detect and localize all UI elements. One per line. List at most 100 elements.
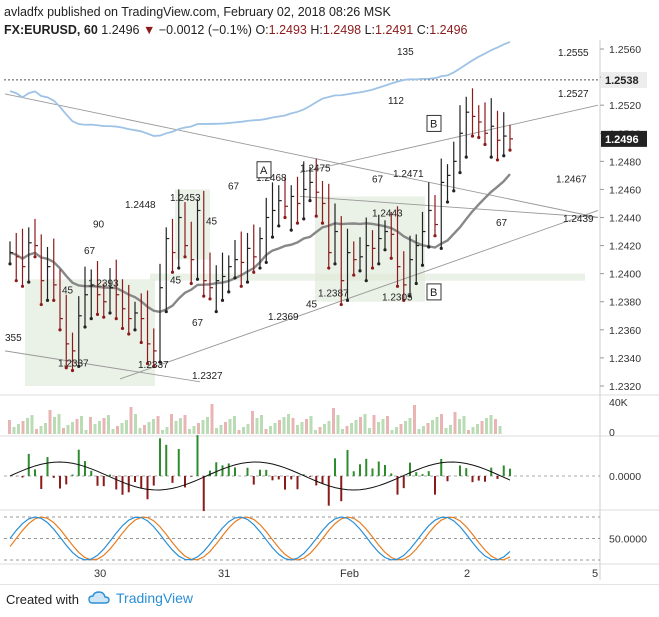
volume-bar: [102, 418, 106, 434]
price-annotation-label: 1.2439: [563, 214, 594, 225]
candle-dot: [14, 279, 18, 283]
publish-line: avladfx published on TradingView.com, Fe…: [4, 3, 654, 21]
volume-bar: [480, 421, 484, 434]
volume-bar: [48, 410, 52, 434]
candle-dot: [70, 368, 75, 373]
candle-dot: [177, 266, 181, 270]
high-label: H:: [310, 23, 323, 37]
volume-bar: [449, 425, 452, 434]
volume-bar: [251, 411, 254, 434]
volume-bar: [363, 414, 367, 434]
volume-bar: [476, 424, 479, 434]
candle-dot: [33, 255, 37, 259]
candle-dot: [89, 316, 93, 321]
volume-bar: [354, 420, 358, 434]
volume-bar: [152, 419, 155, 434]
candle-dot: [8, 262, 12, 266]
volume-bar: [134, 414, 137, 434]
candle-dot: [377, 262, 381, 266]
volume-bar: [377, 422, 380, 434]
volume-bar: [98, 421, 101, 434]
candle-dot: [452, 189, 456, 193]
volume-bar: [359, 417, 362, 434]
price-annotation-label: 355: [5, 333, 22, 344]
chart-svg[interactable]: 1.25601.25401.25201.25001.24801.24601.24…: [0, 40, 659, 580]
symbol-label: FX:EURUSD, 60: [4, 23, 98, 37]
count-label: 112: [388, 96, 404, 107]
volume-bar: [62, 428, 65, 434]
candle-dot: [52, 298, 56, 302]
candle-dot: [233, 276, 237, 280]
price-annotation-label: 1.2555: [558, 48, 589, 59]
volume-bar: [233, 416, 236, 434]
volume-bar: [129, 407, 133, 434]
volume-bar: [444, 428, 448, 434]
volume-bar: [147, 422, 151, 434]
candle-dot: [258, 266, 262, 270]
tradingview-brand-link[interactable]: TradingView: [116, 590, 194, 606]
price-annotation-label: 1.2471: [393, 169, 424, 180]
volume-bar: [246, 424, 250, 434]
candle-dot: [383, 248, 387, 252]
price-tick-label: 1.2460: [609, 184, 641, 196]
volume-bar: [219, 425, 223, 434]
candle-dot: [220, 298, 225, 302]
high-value: 1.2498: [322, 23, 362, 37]
price-annotation-label: 1.2327: [192, 371, 223, 382]
volume-bar: [138, 428, 142, 434]
volume-bar: [255, 418, 259, 434]
volume-bar: [93, 424, 97, 434]
volume-bar: [386, 416, 389, 434]
volume-bar: [399, 424, 403, 434]
volume-bar: [390, 430, 394, 434]
candle-dot: [252, 270, 256, 274]
current-price-tag-text: 1.2496: [605, 134, 639, 146]
candle-dot: [77, 364, 81, 368]
volume-bar: [39, 426, 43, 434]
candle-dot: [295, 221, 300, 225]
trend-line: [119, 210, 599, 380]
candle-dot: [508, 148, 512, 152]
chart-area[interactable]: 1.25601.25401.25201.25001.24801.24601.24…: [0, 40, 659, 580]
time-tick-label: 2: [464, 568, 470, 580]
candle-dot: [164, 309, 168, 314]
price-annotation-label: 1.2467: [556, 175, 587, 186]
volume-bar: [174, 421, 178, 434]
price-annotation-label: 1.2443: [372, 208, 403, 219]
chart-header: avladfx published on TradingView.com, Fe…: [4, 3, 654, 39]
volume-bar: [435, 417, 439, 434]
candle-dot: [477, 135, 481, 140]
close-value: 1.2496: [429, 23, 468, 37]
candle-dot: [133, 328, 137, 332]
trend-line: [4, 350, 201, 383]
volume-bar: [273, 423, 277, 434]
volume-bar: [341, 429, 344, 434]
volume-bar: [116, 426, 119, 434]
volume-bar: [264, 429, 268, 434]
candle-dot: [302, 217, 306, 221]
candle-dot: [320, 221, 325, 225]
volume-bar: [323, 424, 326, 434]
volume-bar: [368, 428, 371, 434]
price-change: −0.0012 (−0.1%): [158, 23, 252, 37]
candle-dot: [214, 309, 218, 314]
volume-tick-label: 40K: [609, 397, 628, 409]
candle-dot: [364, 279, 368, 283]
volume-bar: [44, 423, 47, 434]
candle-dot: [470, 134, 475, 138]
zone-rect: [25, 279, 155, 386]
candle-dot: [152, 364, 156, 368]
low-label: L:: [364, 23, 376, 37]
volume-bar: [422, 426, 425, 434]
candle-dot: [170, 270, 175, 274]
volume-bar: [210, 404, 214, 434]
candle-dot: [20, 284, 25, 288]
wave-label: B: [430, 118, 437, 130]
candle-dot: [308, 199, 312, 203]
volume-bar: [350, 423, 353, 434]
candle-dot: [439, 246, 443, 250]
volume-bar: [71, 422, 74, 434]
author-name[interactable]: avladfx: [4, 5, 44, 19]
volume-bar: [345, 426, 349, 434]
time-tick-label: 30: [94, 568, 106, 580]
